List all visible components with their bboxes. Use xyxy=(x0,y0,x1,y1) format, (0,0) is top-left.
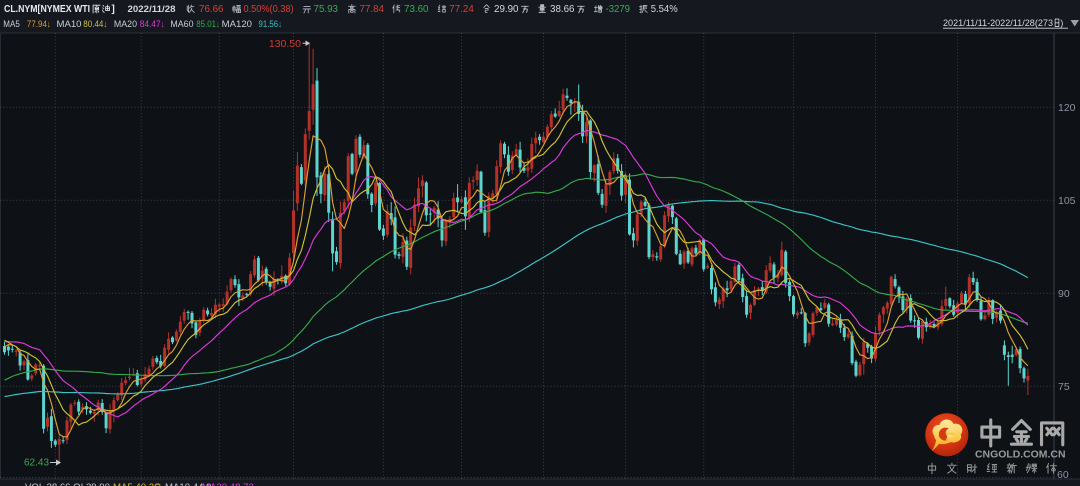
svg-text:]: ] xyxy=(112,4,115,15)
svg-text:77.94↓: 77.94↓ xyxy=(27,18,51,29)
svg-text:5.54%: 5.54% xyxy=(651,4,678,15)
svg-text:MA120: MA120 xyxy=(222,18,252,29)
svg-text:80.44↓: 80.44↓ xyxy=(83,18,107,29)
svg-text:MA60: MA60 xyxy=(170,18,193,29)
svg-text:+2: +2 xyxy=(150,482,161,486)
svg-text:38.66: 38.66 xyxy=(550,4,575,15)
svg-text:): ) xyxy=(1060,17,1063,28)
svg-text:76.66: 76.66 xyxy=(199,4,224,15)
svg-text:91.56↓: 91.56↓ xyxy=(259,18,283,29)
svg-text:77.84: 77.84 xyxy=(360,4,385,15)
svg-text:MA20 48.72: MA20 48.72 xyxy=(202,482,254,486)
svg-text:MA10: MA10 xyxy=(57,18,82,29)
svg-text:120: 120 xyxy=(1058,102,1076,114)
svg-text:29.90: 29.90 xyxy=(494,4,519,15)
svg-text:0.50%(0.38): 0.50%(0.38) xyxy=(244,4,294,15)
svg-text:75.93: 75.93 xyxy=(314,4,339,15)
svg-text:62.43: 62.43 xyxy=(24,458,49,469)
svg-text:105: 105 xyxy=(1058,195,1076,207)
svg-text:85.01↓: 85.01↓ xyxy=(196,18,220,29)
svg-text:MA5: MA5 xyxy=(3,18,20,29)
svg-text:-3279: -3279 xyxy=(606,4,631,15)
svg-text:60: 60 xyxy=(1057,469,1069,481)
svg-text:77.24: 77.24 xyxy=(449,4,474,15)
svg-text:CL.NYM[NYMEX WTI: CL.NYM[NYMEX WTI xyxy=(4,4,90,15)
svg-text:MA10 44.9: MA10 44.9 xyxy=(165,482,211,486)
svg-text:2022/11/28: 2022/11/28 xyxy=(128,4,177,15)
svg-text:MA5 40.26: MA5 40.26 xyxy=(113,482,159,486)
svg-text:2021/11/11-2022/11/28(273: 2021/11/11-2022/11/28(273 xyxy=(943,17,1053,28)
svg-text:MA20: MA20 xyxy=(114,18,137,29)
svg-text:CNGOLD.COM.CN: CNGOLD.COM.CN xyxy=(975,450,1066,461)
svg-text:73.60: 73.60 xyxy=(404,4,429,15)
svg-text:90: 90 xyxy=(1058,288,1070,300)
svg-text:75: 75 xyxy=(1058,381,1070,393)
svg-text:84.47↓: 84.47↓ xyxy=(140,18,165,29)
svg-text:VOL 38.66 OI 29.90: VOL 38.66 OI 29.90 xyxy=(25,482,110,486)
svg-text:130.50: 130.50 xyxy=(269,38,301,50)
